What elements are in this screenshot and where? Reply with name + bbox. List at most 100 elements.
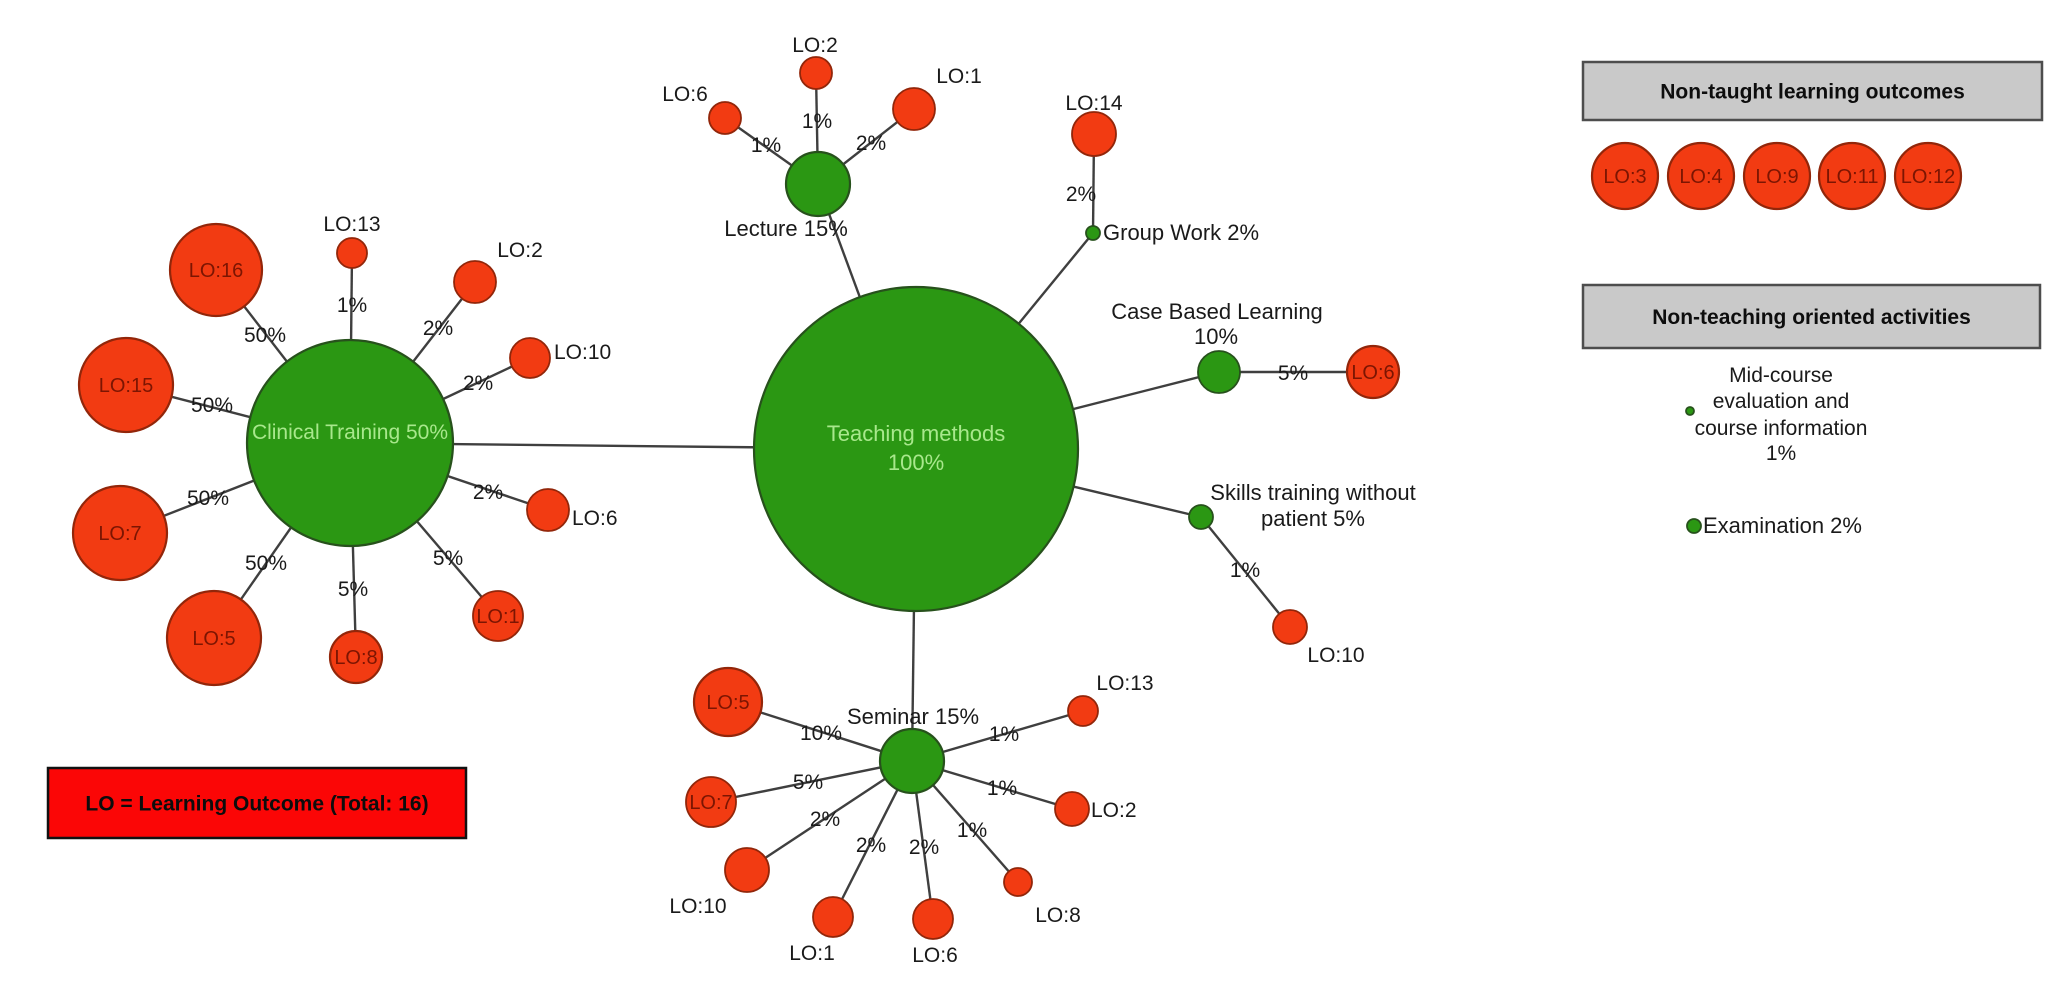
node-label-cl-lo15: LO:15 (99, 375, 153, 397)
skills-label-line1: Skills training without (1210, 480, 1415, 505)
edge-label-seminar-sem-lo1: 2% (856, 834, 886, 857)
node-cl-lo1 (472, 590, 524, 642)
edge-label-seminar-sem-lo8: 1% (957, 819, 987, 842)
node-midcourse-dot (1685, 406, 1695, 416)
legend-non-teaching-box (1581, 283, 2042, 350)
edge-label-clinical-cl-lo16: 50% (244, 324, 286, 347)
node-label-cb-lo6: LO:6 (1351, 362, 1394, 384)
node-sem-lo8 (1003, 867, 1033, 897)
node-casebased (1197, 350, 1241, 394)
node-lect-lo2 (799, 56, 833, 90)
edge-label-clinical-cl-lo8: 5% (338, 578, 368, 601)
groupwork-label: Group Work 2% (1103, 220, 1259, 245)
edge-label-lecture-lect-lo1: 2% (856, 132, 886, 155)
midcourse-label-line1: Mid-course (1729, 364, 1833, 387)
edge-label-seminar-sem-lo6: 2% (909, 836, 939, 859)
edge-label-casebased-cb-lo6: 5% (1278, 362, 1308, 385)
node-label-leg-lo11: LO:11 (1826, 166, 1879, 188)
edge-label-seminar-sem-lo7: 5% (793, 771, 823, 794)
node-leg-lo11 (1817, 141, 1887, 211)
seminar-lo1-label: LO:1 (789, 942, 835, 965)
edge-label-seminar-sem-lo10: 2% (810, 808, 840, 831)
edge-label-groupwork-gw-lo14: 2% (1066, 183, 1096, 206)
legend-non-taught-box (1581, 60, 2044, 122)
node-sk-lo10 (1272, 609, 1308, 645)
node-label-clinical: Clinical Training 50% (252, 421, 448, 444)
edge-label-seminar-sem-lo13: 1% (989, 723, 1019, 746)
node-leg-lo3 (1590, 141, 1660, 211)
node-cb-lo6 (1345, 344, 1401, 400)
edge-seminar-sem-lo7 (710, 759, 913, 804)
edge-label-seminar-sem-lo5: 10% (800, 722, 842, 745)
edge-label-skills-sk-lo10: 1% (1230, 559, 1260, 582)
node-lect-lo6 (708, 101, 742, 135)
seminar-lo6-label: LO:6 (912, 944, 958, 967)
node-sem-lo2 (1054, 791, 1090, 827)
node-cl-lo2 (453, 260, 497, 304)
lecture-label: Lecture 15% (724, 216, 848, 241)
node-label-teaching-line1: Teaching methods (827, 421, 1006, 446)
node-sem-lo13 (1067, 695, 1099, 727)
legend-boxes-layer: Non-taught learning outcomes Non-teaching… (46, 60, 2044, 840)
edge-label-clinical-cl-lo2: 2% (423, 317, 453, 340)
node-label-leg-lo12: LO:12 (1901, 166, 1955, 188)
seminar-lo13-label: LO:13 (1096, 672, 1153, 695)
examination-label: Examination 2% (1703, 513, 1862, 538)
node-label-cl-lo5: LO:5 (192, 628, 235, 650)
node-sem-lo10 (724, 847, 770, 893)
node-lect-lo1 (892, 87, 936, 131)
note-learning-outcome-title: LO = Learning Outcome (Total: 16) (85, 793, 428, 816)
node-skills (1188, 504, 1214, 530)
note-learning-outcome-box (46, 766, 468, 840)
node-leg-lo4 (1666, 141, 1736, 211)
lecture-lo2-label: LO:2 (792, 34, 838, 57)
node-gw-lo14 (1071, 111, 1117, 157)
node-leg-lo12 (1893, 141, 1963, 211)
legend-non-taught-title: Non-taught learning outcomes (1660, 81, 1965, 104)
edge-label-clinical-cl-lo1: 5% (433, 547, 463, 570)
seminar-lo2-label: LO:2 (1091, 799, 1137, 822)
node-label-cl-lo8: LO:8 (334, 647, 377, 669)
node-label-leg-lo9: LO:9 (1755, 166, 1798, 188)
edge-label-lecture-lect-lo6: 1% (751, 134, 781, 157)
edge-label-lecture-lect-lo2: 1% (802, 110, 832, 133)
edge-label-clinical-cl-lo10: 2% (463, 372, 493, 395)
edge-label-clinical-cl-lo6: 2% (473, 481, 503, 504)
midcourse-label-line2: evaluation and (1713, 390, 1850, 413)
node-exam-dot (1686, 518, 1702, 534)
node-label-leg-lo3: LO:3 (1603, 166, 1646, 188)
node-label-leg-lo4: LO:4 (1679, 166, 1722, 188)
node-label-sem-lo7: LO:7 (689, 792, 732, 814)
node-cl-lo13 (336, 237, 368, 269)
node-label-teaching-line2: 100% (888, 450, 944, 475)
labels-layer: Teaching methods 100% Clinical Training 50… (98, 34, 1955, 967)
node-label-sem-lo5: LO:5 (706, 692, 749, 714)
edge-label-clinical-cl-lo13: 1% (337, 294, 367, 317)
legend-non-teaching-title: Non-teaching oriented activities (1652, 306, 1971, 329)
lecture-lo6-label: LO:6 (662, 83, 708, 106)
nodes-layer (71, 56, 1963, 940)
node-clinical (245, 338, 455, 548)
node-sem-lo7 (685, 776, 737, 828)
node-sem-lo5 (692, 666, 764, 738)
node-leg-lo9 (1742, 141, 1812, 211)
edge-label-seminar-sem-lo2: 1% (987, 777, 1017, 800)
midcourse-label-line3: course information (1695, 417, 1868, 440)
edge-skills-sk-lo10 (1200, 516, 1291, 628)
node-cl-lo5 (165, 589, 263, 687)
node-label-cl-lo7: LO:7 (98, 523, 141, 545)
node-groupwork (1085, 225, 1101, 241)
skills-label-line2: patient 5% (1261, 506, 1365, 531)
edge-label-clinical-cl-lo5: 50% (245, 552, 287, 575)
groupwork-lo14-label: LO:14 (1065, 92, 1123, 115)
node-cl-lo7 (71, 484, 169, 582)
clinical-lo10-label: LO:10 (554, 341, 611, 364)
node-cl-lo6 (526, 488, 570, 532)
skills-lo10-label: LO:10 (1307, 644, 1364, 667)
clinical-lo2-label: LO:2 (497, 239, 543, 262)
seminar-lo10-label: LO:10 (669, 895, 726, 918)
seminar-label: Seminar 15% (847, 704, 979, 729)
node-sem-lo1 (812, 896, 854, 938)
